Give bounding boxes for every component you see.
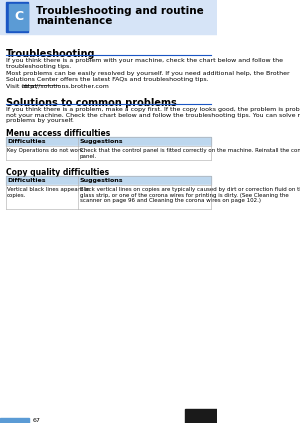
Text: Difficulties: Difficulties xyxy=(7,178,46,183)
Text: Troubleshooting and routine: Troubleshooting and routine xyxy=(36,6,204,16)
Text: maintenance: maintenance xyxy=(36,16,112,26)
Text: Key Operations do not work.: Key Operations do not work. xyxy=(7,148,85,153)
Text: Solutions to common problems: Solutions to common problems xyxy=(6,98,176,108)
Text: Check that the control panel is fitted correctly on the machine. Reinstall the c: Check that the control panel is fitted c… xyxy=(80,148,300,159)
Bar xyxy=(6,2,28,32)
Bar xyxy=(0,418,29,424)
Bar xyxy=(6,146,211,160)
Text: C: C xyxy=(14,11,23,23)
Text: Vertical black lines appears in
copies.: Vertical black lines appears in copies. xyxy=(7,187,90,198)
Text: Menu access difficulties: Menu access difficulties xyxy=(6,129,110,138)
Text: Difficulties: Difficulties xyxy=(7,139,46,144)
Text: Visit us at: Visit us at xyxy=(6,84,39,89)
Text: Suggestions: Suggestions xyxy=(80,139,123,144)
Text: If you think there is a problem with your machine, check the chart below and fol: If you think there is a problem with you… xyxy=(6,58,283,69)
Text: Copy quality difficulties: Copy quality difficulties xyxy=(6,168,109,177)
Bar xyxy=(0,0,217,34)
Bar xyxy=(185,410,217,424)
Text: .: . xyxy=(62,84,64,89)
Bar xyxy=(6,137,211,146)
Text: Black vertical lines on copies are typically caused by dirt or correction fluid : Black vertical lines on copies are typic… xyxy=(80,187,300,204)
Text: 67: 67 xyxy=(33,418,41,424)
Bar xyxy=(6,176,211,185)
Bar xyxy=(6,185,211,209)
Text: http://solutions.brother.com: http://solutions.brother.com xyxy=(21,84,109,89)
Text: If you think there is a problem, make a copy first. If the copy looks good, the : If you think there is a problem, make a … xyxy=(6,107,300,123)
Text: Most problems can be easily resolved by yourself. If you need additional help, t: Most problems can be easily resolved by … xyxy=(6,71,290,82)
Text: Suggestions: Suggestions xyxy=(80,178,123,183)
Bar xyxy=(9,4,28,30)
Text: Troubleshooting: Troubleshooting xyxy=(6,49,95,59)
